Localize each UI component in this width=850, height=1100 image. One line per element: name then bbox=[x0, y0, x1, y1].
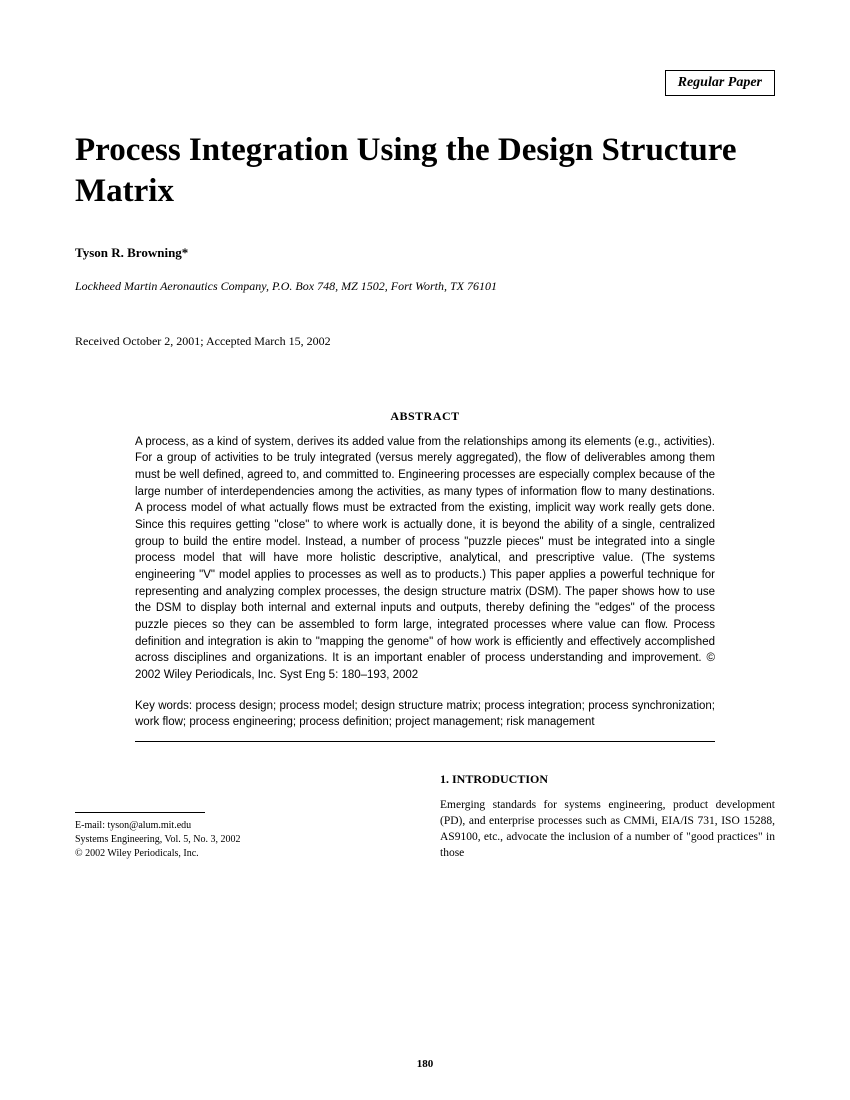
section-heading: 1. INTRODUCTION bbox=[440, 772, 775, 787]
paper-title: Process Integration Using the Design Str… bbox=[75, 130, 775, 213]
paper-type-label: Regular Paper bbox=[678, 75, 762, 90]
left-column: E-mail: tyson@alum.mit.edu Systems Engin… bbox=[75, 772, 410, 861]
abstract-divider bbox=[135, 741, 715, 742]
two-column-layout: E-mail: tyson@alum.mit.edu Systems Engin… bbox=[75, 772, 775, 861]
page-number: 180 bbox=[417, 1058, 434, 1070]
right-column: 1. INTRODUCTION Emerging standards for s… bbox=[440, 772, 775, 861]
keywords: Key words: process design; process model… bbox=[135, 698, 715, 731]
author-name: Tyson R. Browning* bbox=[75, 245, 775, 261]
footnote-email: E-mail: tyson@alum.mit.edu bbox=[75, 819, 410, 833]
footnote-copyright: © 2002 Wiley Periodicals, Inc. bbox=[75, 847, 410, 861]
intro-paragraph: Emerging standards for systems engineeri… bbox=[440, 797, 775, 861]
paper-type-box: Regular Paper bbox=[665, 70, 775, 96]
footnote-divider bbox=[75, 812, 205, 813]
footnote-journal: Systems Engineering, Vol. 5, No. 3, 2002 bbox=[75, 833, 410, 847]
submission-dates: Received October 2, 2001; Accepted March… bbox=[75, 334, 775, 349]
author-affiliation: Lockheed Martin Aeronautics Company, P.O… bbox=[75, 279, 775, 294]
abstract-body: A process, as a kind of system, derives … bbox=[135, 434, 715, 684]
abstract-heading: ABSTRACT bbox=[75, 409, 775, 424]
